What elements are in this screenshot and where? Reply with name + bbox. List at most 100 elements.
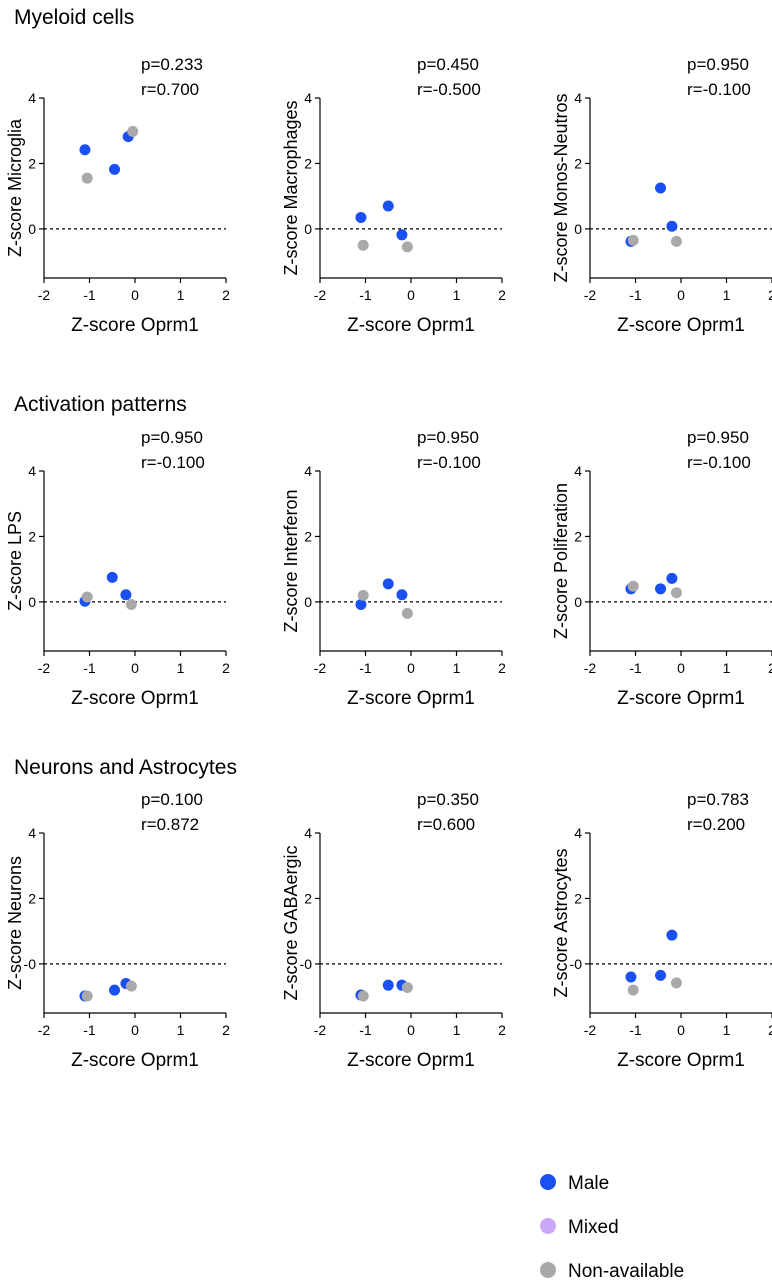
panel-gabaergic-y-tick-label: 4 bbox=[304, 825, 312, 841]
panel-poliferation-x-tick-label: -1 bbox=[629, 660, 642, 676]
panel-interferon-x-tick-label: -1 bbox=[359, 660, 372, 676]
legend-mixed-label: Mixed bbox=[568, 1217, 619, 1238]
panel-poliferation-x-axis-label: Z-score Oprm1 bbox=[617, 688, 745, 709]
panel-lps-x-tick-label: 0 bbox=[131, 660, 139, 676]
panel-gabaergic: -2 -1 0 1 2 -0 2 4 p=0.350 r=0.600 Z-score Oprm1 Z-… bbox=[281, 790, 506, 1071]
panel-macrophages-p-value: p=0.450 bbox=[417, 55, 479, 74]
panel-monos-neutros-x-axis-label: Z-score Oprm1 bbox=[617, 315, 745, 336]
panel-astrocytes-point-male bbox=[655, 969, 667, 981]
panel-astrocytes-point-non-available bbox=[627, 984, 639, 996]
panel-macrophages-x-tick-label: -1 bbox=[359, 287, 372, 303]
panel-astrocytes-p-value: p=0.783 bbox=[687, 790, 749, 809]
panel-interferon-p-value: p=0.950 bbox=[417, 428, 479, 447]
panel-lps-x-tick-label: 2 bbox=[222, 660, 230, 676]
panel-neurons-x-axis-label: Z-score Oprm1 bbox=[71, 1050, 199, 1071]
panel-microglia-y-tick-label: 0 bbox=[28, 221, 36, 237]
panel-neurons-point-non-available bbox=[81, 990, 93, 1002]
panel-gabaergic-x-tick-label: 1 bbox=[453, 1022, 461, 1038]
panel-interferon-y-tick-label: 4 bbox=[304, 463, 312, 479]
panel-microglia: -2 -1 0 1 2 0 2 4 p=0.233 r=0.700 Z-score Oprm1 Z-s… bbox=[5, 55, 230, 336]
panel-neurons-p-value: p=0.100 bbox=[141, 790, 203, 809]
panel-microglia-point-non-available bbox=[127, 125, 139, 137]
panel-lps-x-tick-label: -2 bbox=[38, 660, 51, 676]
panel-neurons-x-tick-label: 2 bbox=[222, 1022, 230, 1038]
panel-gabaergic-point-non-available bbox=[401, 981, 413, 993]
section-title-neurons-astrocytes: Neurons and Astrocytes bbox=[14, 756, 237, 779]
panel-poliferation-y-tick-label: 0 bbox=[574, 594, 582, 610]
panel-monos-neutros-point-non-available bbox=[670, 235, 682, 247]
panel-poliferation-p-value: p=0.950 bbox=[687, 428, 749, 447]
panel-gabaergic-x-tick-label: -1 bbox=[359, 1022, 372, 1038]
panel-poliferation-r-value: r=-0.100 bbox=[687, 453, 751, 472]
panel-interferon-y-axis-label: Z-score Interferon bbox=[281, 489, 301, 632]
legend-mixed-marker bbox=[540, 1218, 556, 1234]
panel-microglia-point-non-available bbox=[81, 172, 93, 184]
panel-microglia-x-tick-label: 2 bbox=[222, 287, 230, 303]
panel-microglia-y-tick-label: 4 bbox=[28, 90, 36, 106]
panel-astrocytes-x-tick-label: 0 bbox=[677, 1022, 685, 1038]
panel-astrocytes-point-male bbox=[625, 971, 637, 983]
panel-neurons-y-tick-label: 2 bbox=[28, 890, 36, 906]
panel-neurons-x-tick-label: -1 bbox=[83, 1022, 96, 1038]
panel-neurons: -2 -1 0 1 2 -0 2 4 p=0.100 r=0.872 Z-score Oprm1 Z-… bbox=[5, 790, 230, 1071]
panel-interferon-x-tick-label: 0 bbox=[407, 660, 415, 676]
panel-gabaergic-x-tick-label: 2 bbox=[498, 1022, 506, 1038]
panel-neurons-x-tick-label: 1 bbox=[177, 1022, 185, 1038]
panel-microglia-point-male bbox=[109, 163, 121, 175]
panel-monos-neutros-y-tick-label: 4 bbox=[574, 90, 582, 106]
panel-poliferation-x-tick-label: -2 bbox=[584, 660, 597, 676]
panel-poliferation-point-non-available bbox=[670, 587, 682, 599]
panel-monos-neutros-x-tick-label: 0 bbox=[677, 287, 685, 303]
panel-interferon-x-axis-label: Z-score Oprm1 bbox=[347, 688, 475, 709]
panel-microglia-x-tick-label: 1 bbox=[177, 287, 185, 303]
panel-astrocytes-x-axis-label: Z-score Oprm1 bbox=[617, 1050, 745, 1071]
panel-monos-neutros-point-non-available bbox=[627, 234, 639, 246]
panel-poliferation: -2 -1 0 1 2 0 2 4 p=0.950 r=-0.100 Z-score Oprm1 Z-… bbox=[551, 428, 772, 709]
legend-non-available-marker bbox=[540, 1262, 556, 1278]
panel-neurons-y-tick-label: -0 bbox=[24, 956, 37, 972]
panel-neurons-point-male bbox=[109, 984, 121, 996]
panel-lps-point-male bbox=[106, 571, 118, 583]
panel-gabaergic-p-value: p=0.350 bbox=[417, 790, 479, 809]
panel-astrocytes-r-value: r=0.200 bbox=[687, 815, 745, 834]
panel-macrophages-point-non-available bbox=[401, 241, 413, 253]
panel-neurons-y-axis-label: Z-score Neurons bbox=[5, 856, 25, 990]
panel-microglia-y-axis-label: Z-score Microglia bbox=[5, 118, 25, 257]
panel-macrophages-point-male bbox=[355, 211, 367, 223]
panel-gabaergic-y-axis-label: Z-score GABAergic bbox=[281, 845, 301, 1000]
panel-macrophages-x-tick-label: 2 bbox=[498, 287, 506, 303]
panel-monos-neutros-y-tick-label: 2 bbox=[574, 155, 582, 171]
panel-neurons-point-non-available bbox=[125, 980, 137, 992]
panel-interferon-y-tick-label: 2 bbox=[304, 528, 312, 544]
legend-male-label: Male bbox=[568, 1173, 609, 1194]
panel-poliferation-x-tick-label: 0 bbox=[677, 660, 685, 676]
panel-gabaergic-x-tick-label: 0 bbox=[407, 1022, 415, 1038]
panel-interferon-x-tick-label: -2 bbox=[314, 660, 327, 676]
panel-macrophages-y-axis-label: Z-score Macrophages bbox=[281, 100, 301, 275]
legend: Male Mixed Non-available bbox=[540, 1173, 684, 1280]
panel-interferon-x-tick-label: 1 bbox=[453, 660, 461, 676]
panel-microglia-y-tick-label: 2 bbox=[28, 155, 36, 171]
panel-lps-p-value: p=0.950 bbox=[141, 428, 203, 447]
panel-poliferation-point-non-available bbox=[627, 580, 639, 592]
panel-poliferation-point-male bbox=[655, 583, 667, 595]
panel-interferon: -2 -1 0 1 2 0 2 4 p=0.950 r=-0.100 Z-score Oprm1 Z-… bbox=[281, 428, 506, 709]
panel-astrocytes-x-tick-label: 1 bbox=[723, 1022, 731, 1038]
panel-astrocytes: -2 -1 0 1 2 -0 2 4 p=0.783 r=0.200 Z-score Oprm1 Z-… bbox=[551, 790, 772, 1071]
panel-microglia-x-tick-label: 0 bbox=[131, 287, 139, 303]
panel-astrocytes-y-tick-label: 4 bbox=[574, 825, 582, 841]
panel-macrophages-x-tick-label: -2 bbox=[314, 287, 327, 303]
panel-lps-r-value: r=-0.100 bbox=[141, 453, 205, 472]
panel-lps-y-tick-label: 4 bbox=[28, 463, 36, 479]
panel-monos-neutros-x-tick-label: -1 bbox=[629, 287, 642, 303]
panel-gabaergic-y-tick-label: 2 bbox=[304, 890, 312, 906]
panel-gabaergic-y-tick-label: -0 bbox=[300, 956, 313, 972]
panel-interferon-r-value: r=-0.100 bbox=[417, 453, 481, 472]
panel-microglia-x-axis-label: Z-score Oprm1 bbox=[71, 315, 199, 336]
panel-poliferation-y-tick-label: 2 bbox=[574, 528, 582, 544]
panel-macrophages-point-male bbox=[396, 229, 408, 241]
panel-astrocytes-point-non-available bbox=[670, 977, 682, 989]
panel-monos-neutros-x-tick-label: 1 bbox=[723, 287, 731, 303]
panel-lps-point-non-available bbox=[81, 591, 93, 603]
panel-monos-neutros-r-value: r=-0.100 bbox=[687, 80, 751, 99]
